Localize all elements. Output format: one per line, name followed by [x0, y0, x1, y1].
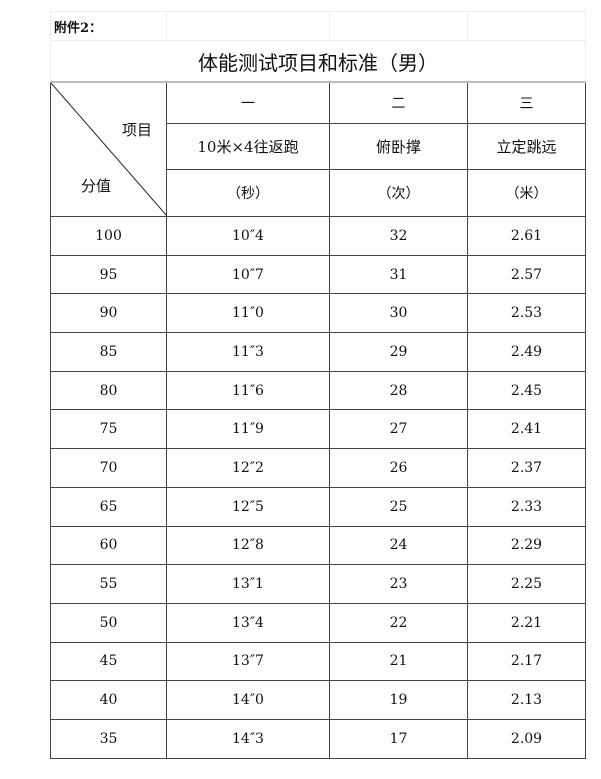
score-cell: 35 — [50, 718, 167, 759]
standard-cell: 2.45 — [467, 370, 586, 411]
column-number: 一 — [166, 81, 330, 124]
table-row: 100 10″4 32 2.61 — [50, 216, 586, 256]
standard-cell: 24 — [329, 525, 468, 566]
standard-cell: 28 — [329, 370, 468, 411]
standard-cell: 2.25 — [467, 564, 586, 604]
item-label: 项目 — [121, 121, 152, 139]
score-cell: 80 — [50, 370, 167, 411]
score-cell: 70 — [50, 448, 167, 488]
standard-cell: 2.61 — [467, 216, 586, 256]
score-cell: 40 — [50, 680, 167, 720]
standard-cell: 2.49 — [467, 332, 586, 372]
standard-cell: 10″7 — [166, 254, 330, 295]
score-label: 分值 — [81, 177, 112, 195]
standard-cell: 2.37 — [467, 448, 586, 488]
standard-cell: 12″5 — [166, 486, 330, 527]
standard-cell: 21 — [329, 641, 468, 682]
table-row: 70 12″2 26 2.37 — [50, 448, 586, 488]
table-row: 75 11″9 27 2.41 — [50, 409, 586, 450]
standard-cell: 25 — [329, 486, 468, 527]
score-cell: 55 — [50, 564, 167, 604]
standard-cell: 11″6 — [166, 370, 330, 411]
standard-cell: 13″1 — [166, 564, 330, 604]
table-row: 65 12″5 25 2.33 — [50, 486, 586, 527]
attachment-label: 附件2： — [50, 11, 167, 41]
score-cell: 65 — [50, 486, 167, 527]
corner-header-cell: 项目 分值 — [50, 81, 167, 217]
score-cell: 85 — [50, 332, 167, 372]
score-cell: 75 — [50, 409, 167, 450]
standards-table: 附件2： 体能测试项目和标准（男） 项目 分值 一 二 三 10米×4往返跑 俯… — [50, 11, 586, 759]
standard-cell: 2.13 — [467, 680, 586, 720]
standard-cell: 11″0 — [166, 293, 330, 334]
table-row: 45 13″7 21 2.17 — [50, 641, 586, 682]
standard-cell: 31 — [329, 254, 468, 295]
score-cell: 45 — [50, 641, 167, 682]
score-cell: 60 — [50, 525, 167, 566]
standard-cell: 14″3 — [166, 718, 330, 759]
standard-cell: 32 — [329, 216, 468, 256]
standard-cell: 30 — [329, 293, 468, 334]
standard-cell: 29 — [329, 332, 468, 372]
standard-cell: 13″4 — [166, 602, 330, 643]
standard-cell: 11″9 — [166, 409, 330, 450]
column-number: 二 — [329, 81, 468, 124]
standard-cell: 10″4 — [166, 216, 330, 256]
column-name: 俯卧撑 — [329, 123, 468, 170]
score-cell: 95 — [50, 254, 167, 295]
standard-cell: 27 — [329, 409, 468, 450]
standard-cell: 19 — [329, 680, 468, 720]
standard-cell: 22 — [329, 602, 468, 643]
standard-cell: 11″3 — [166, 332, 330, 372]
standard-cell: 2.57 — [467, 254, 586, 295]
table-row: 60 12″8 24 2.29 — [50, 525, 586, 566]
standard-cell: 12″2 — [166, 448, 330, 488]
score-cell: 50 — [50, 602, 167, 643]
table-row: 95 10″7 31 2.57 — [50, 254, 586, 295]
table-row: 55 13″1 23 2.25 — [50, 564, 586, 604]
column-unit: （秒） — [166, 169, 330, 217]
standard-cell: 2.41 — [467, 409, 586, 450]
standard-cell: 14″0 — [166, 680, 330, 720]
standard-cell: 26 — [329, 448, 468, 488]
table-body: 100 10″4 32 2.61 95 10″7 31 2.57 90 11″0 30 2.53 85 1… — [50, 216, 586, 759]
standard-cell: 13″7 — [166, 641, 330, 682]
standard-cell: 2.21 — [467, 602, 586, 643]
score-cell: 100 — [50, 216, 167, 256]
standard-cell: 23 — [329, 564, 468, 604]
column-name: 立定跳远 — [467, 123, 586, 170]
table-row: 50 13″4 22 2.21 — [50, 602, 586, 643]
table-row: 80 11″6 28 2.45 — [50, 370, 586, 411]
standard-cell: 2.29 — [467, 525, 586, 566]
standard-cell: 2.53 — [467, 293, 586, 334]
column-name: 10米×4往返跑 — [166, 123, 330, 170]
table-row: 85 11″3 29 2.49 — [50, 332, 586, 372]
standard-cell: 2.17 — [467, 641, 586, 682]
column-number: 三 — [467, 81, 586, 124]
standard-cell: 2.09 — [467, 718, 586, 759]
column-unit: （次） — [329, 169, 468, 217]
table-row: 40 14″0 19 2.13 — [50, 680, 586, 720]
diagonal-divider — [51, 83, 167, 216]
page-title: 体能测试项目和标准（男） — [50, 40, 586, 83]
table-row: 35 14″3 17 2.09 — [50, 718, 586, 759]
score-cell: 90 — [50, 293, 167, 334]
standard-cell: 2.33 — [467, 486, 586, 527]
standard-cell: 17 — [329, 718, 468, 759]
table-row: 90 11″0 30 2.53 — [50, 293, 586, 334]
column-unit: （米） — [467, 169, 586, 217]
standard-cell: 12″8 — [166, 525, 330, 566]
